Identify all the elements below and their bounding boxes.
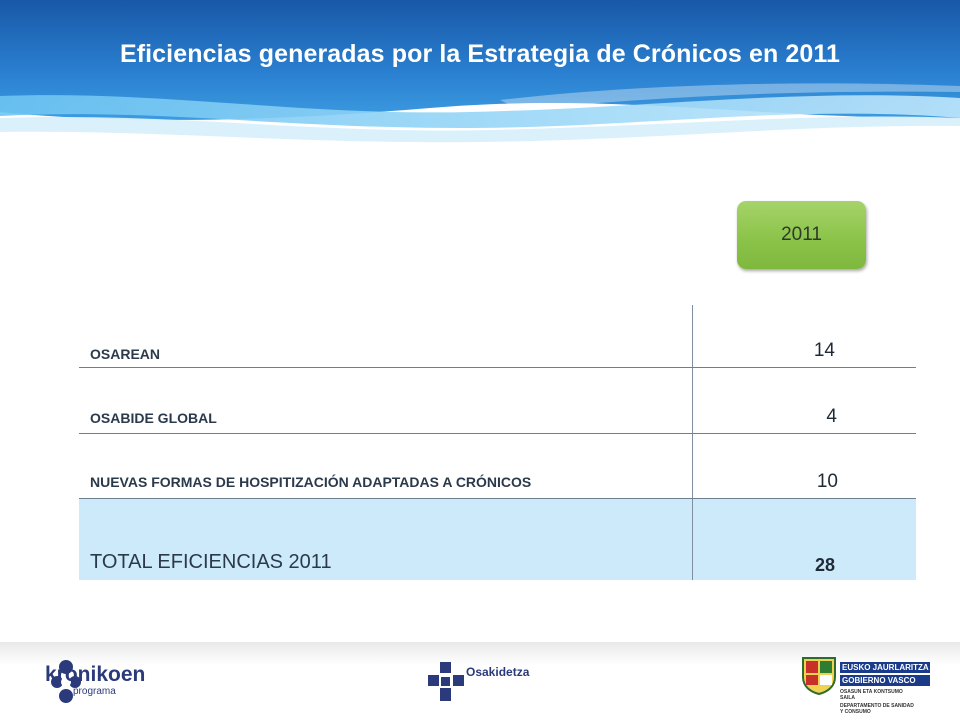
row-divider [79, 433, 916, 434]
footer-bar [0, 642, 960, 720]
total-value: 28 [814, 555, 835, 575]
kronikoen-logo-subtext: programa [73, 686, 116, 697]
row-label-osarean: OSAREAN [90, 346, 161, 362]
row-label-nuevas-formas: NUEVAS FORMAS DE HOSPITIZACIÓN ADAPTADAS… [90, 474, 532, 490]
row-label-osabide-global: OSABIDE GLOBAL [90, 410, 217, 426]
header-wave-graphic [0, 0, 960, 143]
year-badge: 2011 [737, 201, 866, 269]
gobierno-small-1: OSASUN ETA KONTSUMO [840, 689, 903, 695]
osakidetza-logo-text: Osakidetza [466, 665, 530, 679]
row-value-nuevas-formas: 10 [816, 471, 838, 492]
row-divider [79, 498, 916, 499]
kronikoen-logo-text: kronikoen [45, 663, 146, 686]
slide-header: Eficiencias generadas por la Estrategia … [0, 0, 960, 150]
gobierno-small-4: Y CONSUMO [840, 709, 871, 715]
gobierno-small-2: SAILA [840, 695, 855, 701]
column-divider [692, 305, 693, 580]
total-label: TOTAL EFICIENCIAS 2011 [90, 551, 332, 573]
gobierno-small-3: DEPARTAMENTO DE SANIDAD [840, 703, 914, 709]
row-value-osabide-global: 4 [826, 406, 837, 427]
total-row-background [79, 498, 916, 580]
efficiency-table: OSAREAN 14 OSABIDE GLOBAL 4 NUEVAS FORMA… [79, 305, 916, 580]
basque-coat-of-arms-icon [802, 657, 836, 695]
slide-title: Eficiencias generadas por la Estrategia … [119, 40, 841, 68]
gobierno-line2: GOBIERNO VASCO [840, 675, 930, 686]
gobierno-line1: EUSKO JAURLARITZA [840, 662, 930, 673]
row-divider [79, 367, 916, 368]
row-value-osarean: 14 [813, 340, 835, 361]
kronikoen-logo-mark [51, 660, 81, 703]
osakidetza-cross-icon [428, 662, 464, 701]
